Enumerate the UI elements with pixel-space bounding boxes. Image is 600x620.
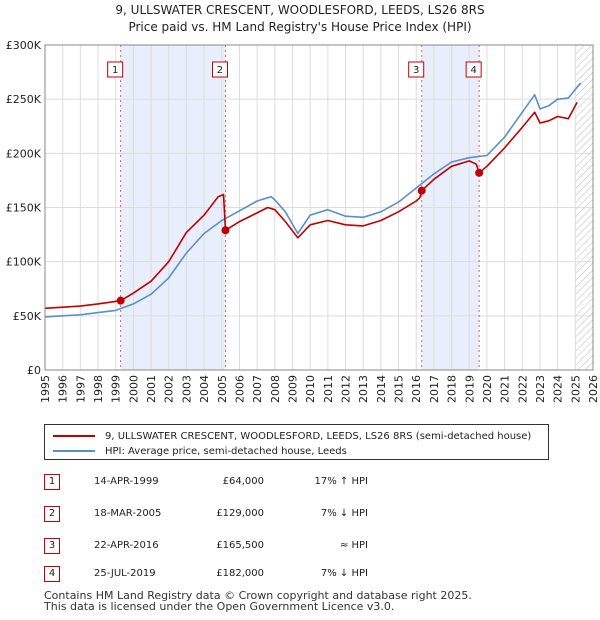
sale-date: 18-MAR-2005 xyxy=(94,508,162,519)
y-tick-label: £0 xyxy=(27,364,41,377)
sale-date: 22-APR-2016 xyxy=(94,540,159,551)
legend-label-hpi: HPI: Average price, semi-detached house,… xyxy=(105,445,347,457)
sale-price: £165,500 xyxy=(216,540,264,551)
x-tick-label: 2021 xyxy=(499,375,512,403)
x-tick-label: 2000 xyxy=(127,375,140,403)
title-subtitle: Price paid vs. HM Land Registry's House … xyxy=(128,20,472,34)
sale-label-box xyxy=(465,61,482,78)
sale-points xyxy=(116,168,484,305)
sale-number-badge: 1 xyxy=(44,474,60,490)
x-tick-label: 1995 xyxy=(39,375,52,403)
sale-label-text: 4 xyxy=(470,65,476,76)
sale-number-badge: 4 xyxy=(44,566,60,582)
table-row: 1 14-APR-1999 £64,000 17% ↑ HPI xyxy=(44,474,384,492)
x-tick-label: 1996 xyxy=(57,375,70,403)
x-tick-label: 2008 xyxy=(269,375,282,403)
x-tick-label: 2012 xyxy=(340,375,353,403)
x-tick-label: 2014 xyxy=(375,375,388,403)
table-row: 2 18-MAR-2005 £129,000 7% ↓ HPI xyxy=(44,506,384,524)
sale-date: 14-APR-1999 xyxy=(94,476,159,487)
x-tick-label: 1997 xyxy=(74,375,87,403)
price-chart: 1 2 3 4 £0 £50K £100K £150K £200K £250K £300K 199… xyxy=(6,39,600,403)
legend-label-price: 9, ULLSWATER CRESCENT, WOODLESFORD, LEED… xyxy=(105,430,532,442)
title-address: 9, ULLSWATER CRESCENT, WOODLESFORD, LEED… xyxy=(115,3,485,17)
y-tick-label: £100K xyxy=(6,256,42,269)
legend-swatch-price xyxy=(53,435,95,437)
sale-hpi-comparison: ≈ HPI xyxy=(339,540,368,551)
x-tick-label: 2006 xyxy=(233,375,246,403)
x-tick-label: 2005 xyxy=(216,375,229,403)
footer-licence: This data is licensed under the Open Gov… xyxy=(44,600,395,613)
x-tick-label: 2007 xyxy=(251,375,264,403)
plot-border xyxy=(44,44,594,371)
x-tick-label: 2026 xyxy=(587,375,600,403)
sale-label-box xyxy=(107,61,124,78)
x-tick-label: 2003 xyxy=(180,375,193,403)
x-tick-label: 2011 xyxy=(322,375,335,403)
footer-attribution: Contains HM Land Registry data © Crown c… xyxy=(44,590,472,612)
y-tick-label: £150K xyxy=(6,202,42,215)
x-tick-label: 2024 xyxy=(552,375,565,403)
sale-labels: 1 2 3 4 xyxy=(107,61,482,78)
y-tick-label: £300K xyxy=(6,39,42,52)
sale-label-box xyxy=(211,61,228,78)
x-tick-label: 2023 xyxy=(534,375,547,403)
sale-point xyxy=(417,186,426,195)
table-row: 4 25-JUL-2019 £182,000 7% ↓ HPI xyxy=(44,566,384,584)
sale-number-badge: 2 xyxy=(44,506,60,522)
sale-hpi-comparison: 7% ↓ HPI xyxy=(320,568,368,579)
series-lines xyxy=(44,82,582,318)
x-tick-label: 2013 xyxy=(357,375,370,403)
legend-item-price: 9, ULLSWATER CRESCENT, WOODLESFORD, LEED… xyxy=(53,429,531,443)
chart-title: 9, ULLSWATER CRESCENT, WOODLESFORD, LEED… xyxy=(0,2,600,36)
x-tick-label: 2015 xyxy=(393,375,406,403)
x-tick-label: 2002 xyxy=(163,375,176,403)
y-tick-label: £200K xyxy=(6,147,42,160)
sale-vertical-lines xyxy=(120,45,480,370)
y-tick-label: £50K xyxy=(13,310,42,323)
x-tick-labels: 1995 1996 1997 1998 1999 2000 2001 2002 2003 2004… xyxy=(39,375,600,403)
x-tick-label: 2004 xyxy=(198,375,211,403)
x-tick-label: 2025 xyxy=(569,375,582,403)
x-tick-label: 2016 xyxy=(410,375,423,403)
legend-item-hpi: HPI: Average price, semi-detached house,… xyxy=(53,444,347,458)
footer-copyright: Contains HM Land Registry data © Crown c… xyxy=(44,589,472,602)
sale-label-box xyxy=(408,61,425,78)
sale-label-text: 2 xyxy=(217,65,223,76)
sale-price: £64,000 xyxy=(222,476,264,487)
sale-point xyxy=(221,226,230,235)
x-tick-label: 2018 xyxy=(446,375,459,403)
x-tick-label: 2009 xyxy=(286,375,299,403)
sale-date: 25-JUL-2019 xyxy=(94,568,156,579)
y-tick-label: £250K xyxy=(6,93,42,106)
x-tick-label: 2001 xyxy=(145,375,158,403)
sale-point xyxy=(475,168,484,177)
x-tick-label: 1999 xyxy=(110,375,123,403)
sale-label-text: 1 xyxy=(112,65,118,76)
table-row: 3 22-APR-2016 £165,500 ≈ HPI xyxy=(44,538,384,556)
x-tick-label: 2019 xyxy=(463,375,476,403)
sale-hpi-comparison: 17% ↑ HPI xyxy=(314,476,368,487)
legend: 9, ULLSWATER CRESCENT, WOODLESFORD, LEED… xyxy=(44,424,549,460)
sale-label-text: 3 xyxy=(413,65,419,76)
hpi-line xyxy=(44,82,582,318)
y-tick-labels: £0 £50K £100K £150K £200K £250K £300K xyxy=(6,39,42,377)
sale-price: £182,000 xyxy=(216,568,264,579)
price-paid-line xyxy=(44,102,578,310)
x-tick-label: 2010 xyxy=(304,375,317,403)
x-tick-label: 2022 xyxy=(516,375,529,403)
sale-point xyxy=(116,296,125,305)
x-tick-label: 1998 xyxy=(92,375,105,403)
sale-hpi-comparison: 7% ↓ HPI xyxy=(320,508,368,519)
x-tick-label: 2017 xyxy=(428,375,441,403)
sale-number-badge: 3 xyxy=(44,538,60,554)
x-tick-label: 2020 xyxy=(481,375,494,403)
sale-price: £129,000 xyxy=(216,508,264,519)
legend-swatch-hpi xyxy=(53,450,95,452)
